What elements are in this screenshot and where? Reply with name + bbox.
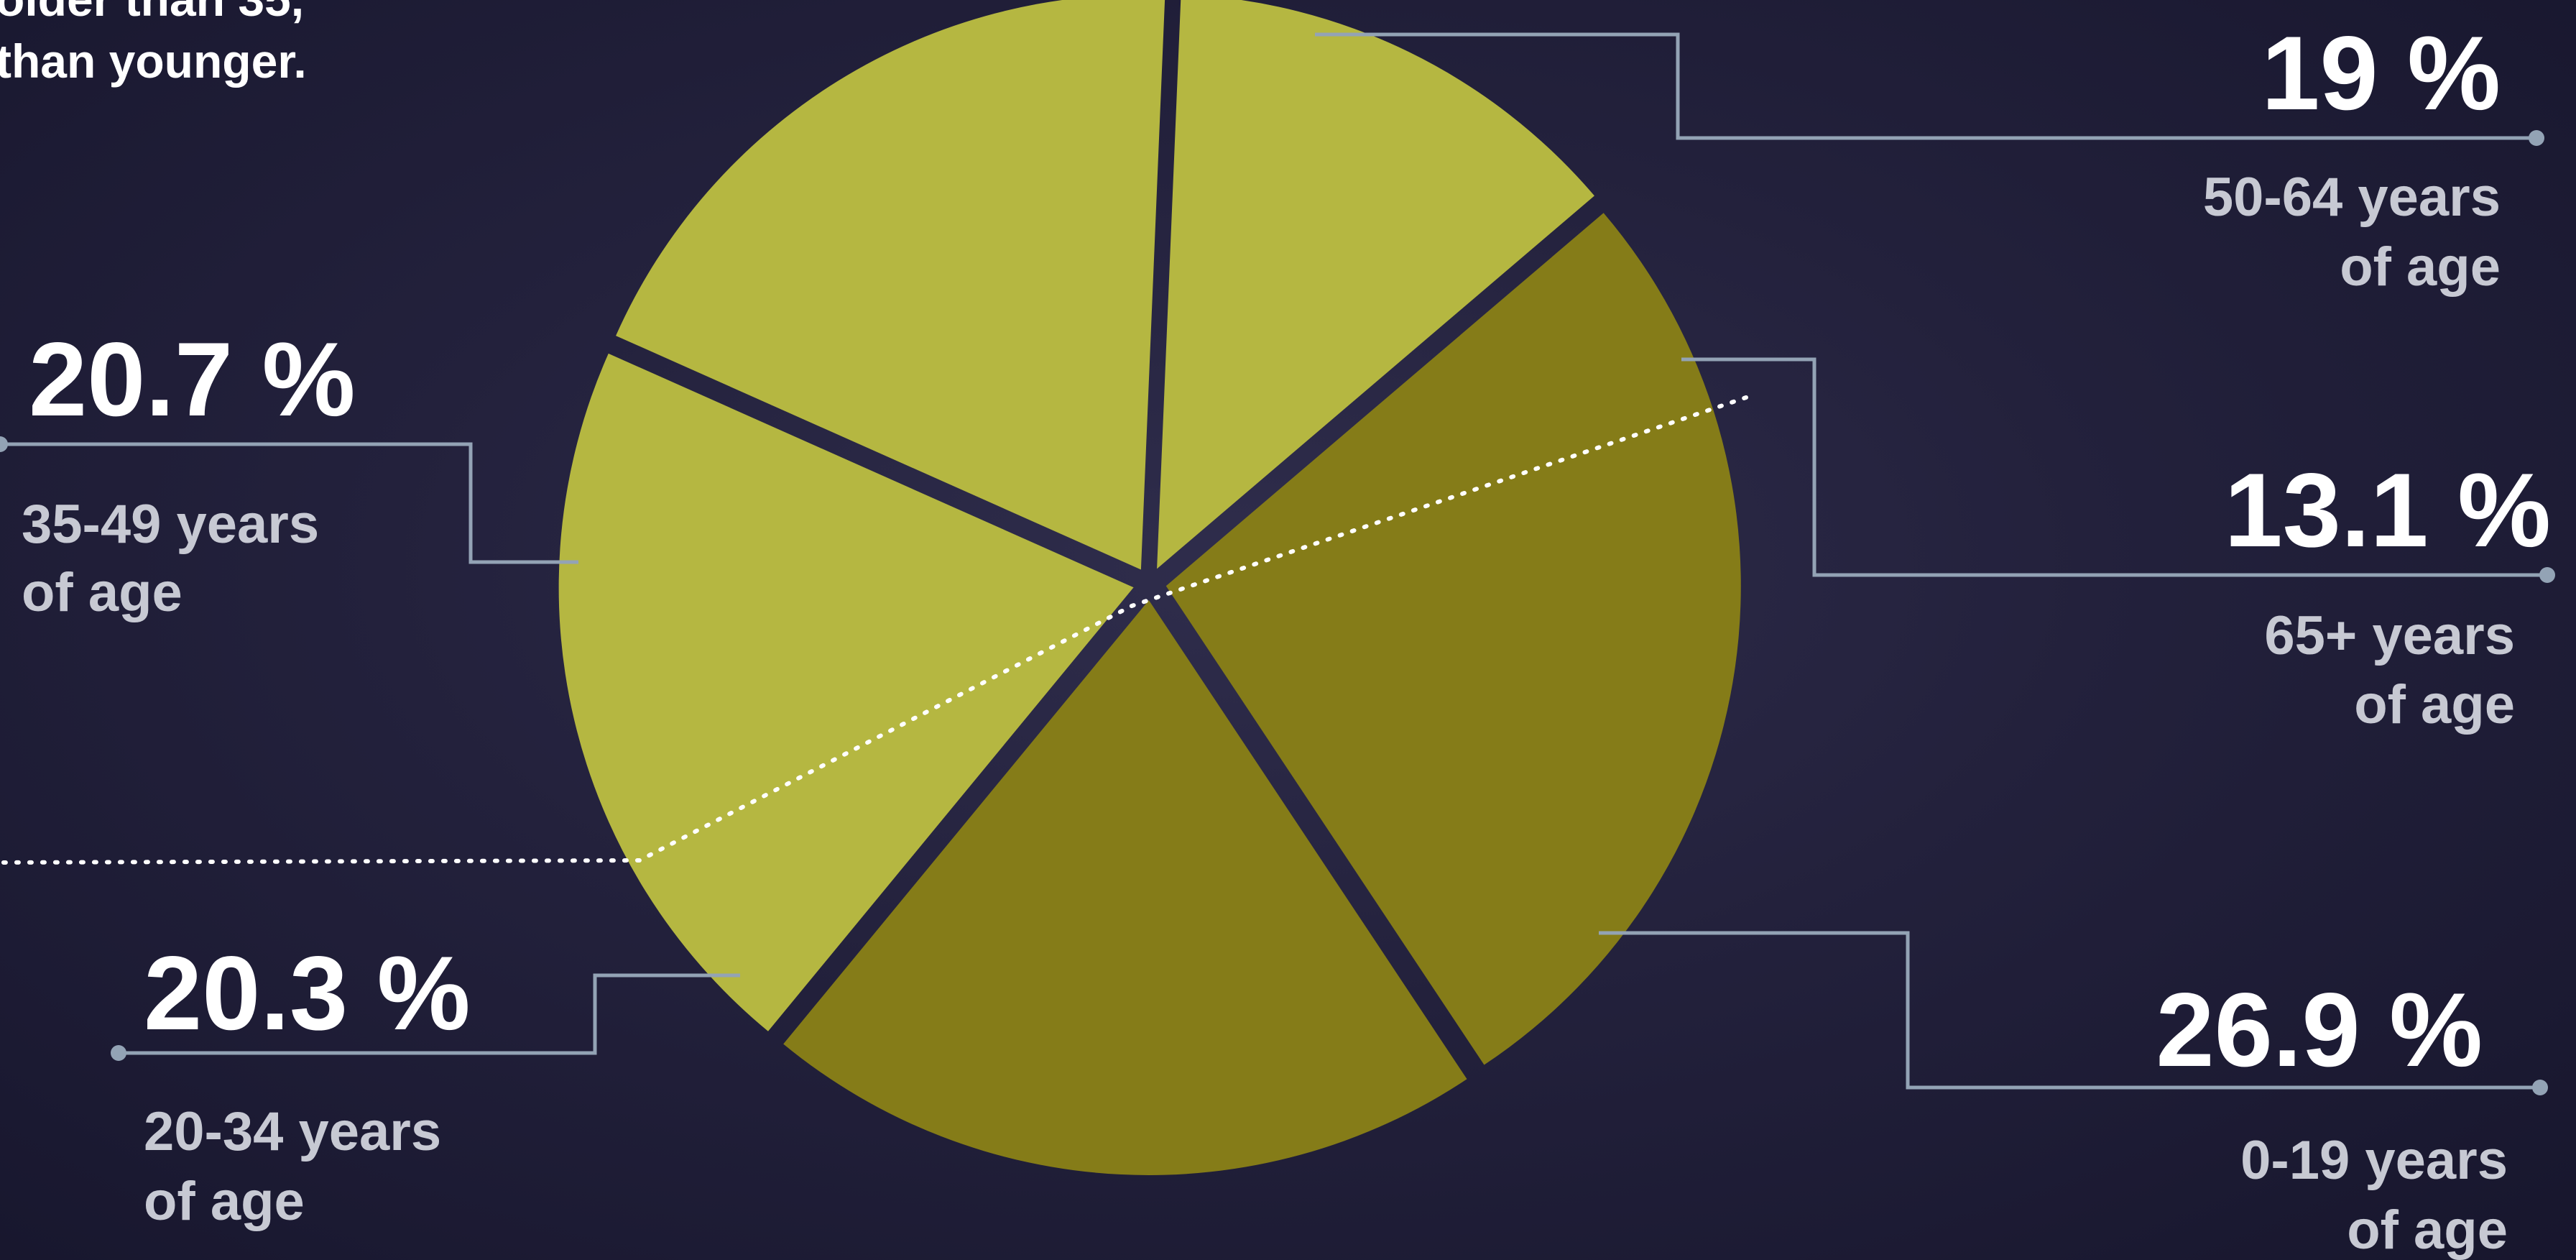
leader-dot-65-years (2539, 567, 2555, 583)
age-sublabel-50-64-years: of age (2340, 236, 2501, 298)
age-sublabel-20-34-years: of age (144, 1171, 305, 1232)
age-sublabel-35-49-years: of age (22, 562, 183, 623)
pie-slices (559, 0, 1741, 1175)
percent-label-0-19-years: 26.9 % (2156, 971, 2483, 1088)
percent-label-20-34-years: 20.3 % (144, 934, 471, 1052)
percent-label-65-years: 13.1 % (2224, 451, 2551, 569)
leader-dot-50-64-years (2529, 130, 2544, 146)
age-sublabel-0-19-years: of age (2347, 1200, 2508, 1260)
leader-dot-0-19-years (2532, 1080, 2548, 1095)
leader-dot-35-49-years (0, 436, 8, 452)
age-sublabel-65-years: of age (2354, 674, 2515, 735)
age-label-50-64-years: 50-64 years (2203, 167, 2501, 228)
percent-label-50-64-years: 19 % (2261, 14, 2501, 132)
percent-label-35-49-years: 20.7 % (29, 321, 356, 438)
age-label-65-years: 65+ years (2264, 605, 2515, 666)
age-label-0-19-years: 0-19 years (2240, 1130, 2508, 1191)
age-label-20-34-years: 20-34 years (144, 1101, 441, 1162)
age-label-35-49-years: 35-49 years (22, 494, 319, 555)
leader-dot-20-34-years (111, 1045, 126, 1061)
